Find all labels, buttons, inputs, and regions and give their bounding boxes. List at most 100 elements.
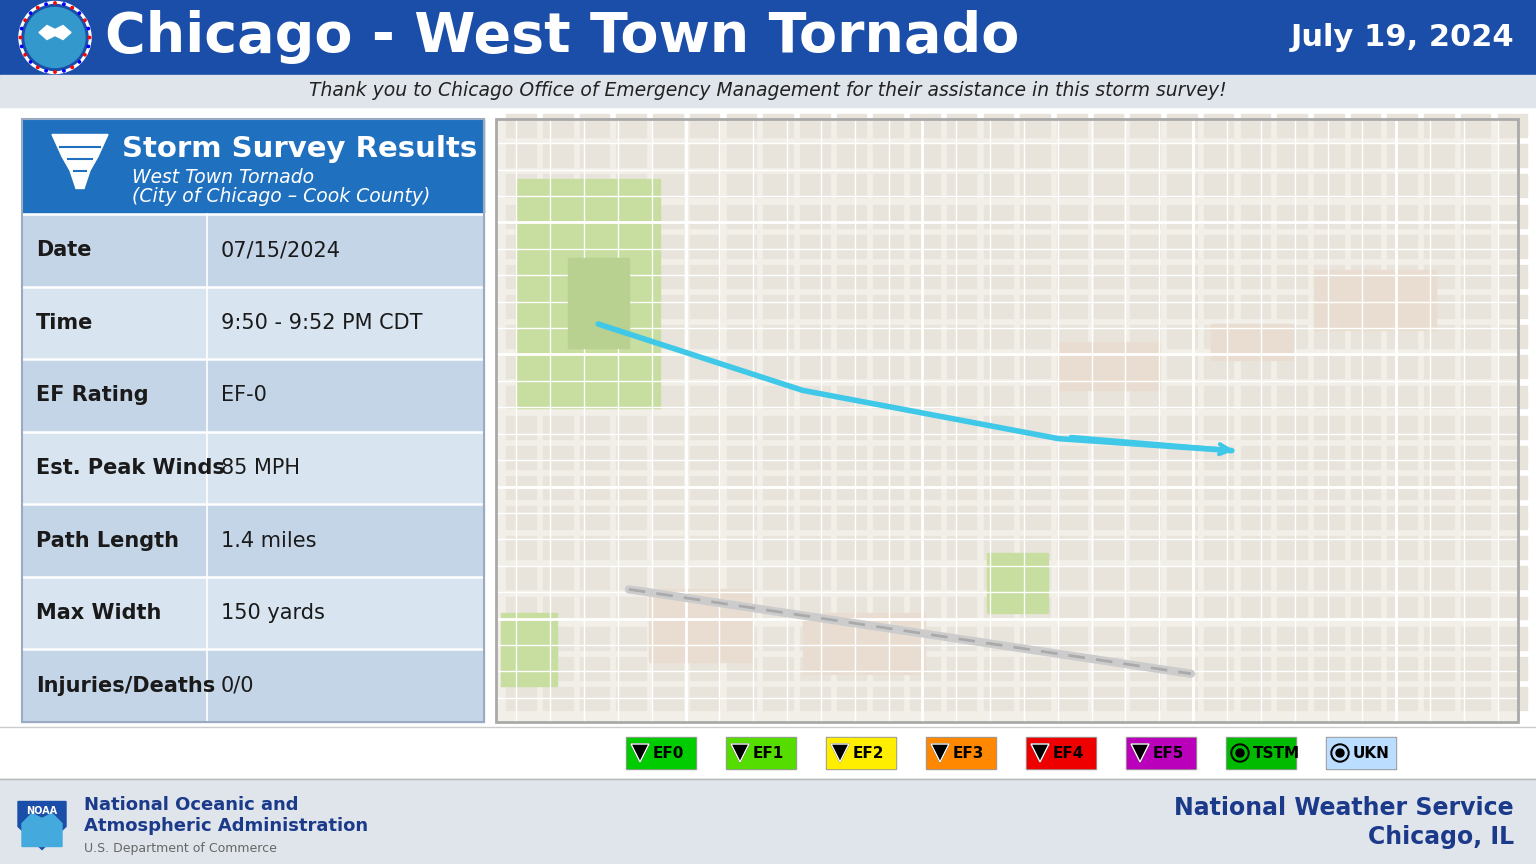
Text: EF5: EF5 [1154,746,1184,760]
Bar [1313,270,1436,330]
Text: Path Length: Path Length [35,530,180,550]
Bar [1350,476,1381,499]
Bar [1057,567,1086,589]
Bar [1350,567,1381,589]
Bar [1241,295,1270,318]
Bar [1278,567,1307,589]
Bar [837,355,866,378]
Bar [1204,325,1233,348]
Bar [1057,205,1086,227]
Bar [1424,476,1453,499]
Bar [1278,446,1307,469]
Bar [496,119,1518,722]
Bar [874,385,903,409]
Bar [983,265,1014,288]
Circle shape [63,3,65,5]
Polygon shape [831,744,849,762]
Bar [1094,114,1123,137]
Bar [1278,506,1307,529]
Text: 150 yards: 150 yards [221,603,324,623]
Bar [1350,626,1381,650]
Bar [507,537,536,559]
Bar [1057,657,1086,680]
Bar [1350,295,1381,318]
Bar [507,355,536,378]
Bar [616,265,647,288]
Text: 85 MPH: 85 MPH [221,458,300,478]
Bar [763,235,793,257]
Bar [616,476,647,499]
Bar [690,416,719,439]
Bar [1313,596,1344,619]
Bar [616,506,647,529]
Bar [690,385,719,409]
Bar [1057,325,1086,348]
Bar [1278,385,1307,409]
Bar [542,114,573,137]
Bar [627,738,694,768]
Bar [507,205,536,227]
Bar [1313,295,1344,318]
Bar [1387,295,1418,318]
Bar [1461,175,1490,197]
Bar [1020,144,1051,168]
Bar [616,567,647,589]
Bar [800,446,829,469]
Bar [946,657,977,680]
Bar [837,385,866,409]
Bar [946,385,977,409]
Bar [1020,506,1051,529]
Text: Injuries/Deaths: Injuries/Deaths [35,676,215,696]
Bar [1350,657,1381,680]
Bar [653,295,682,318]
Bar [0,779,1536,864]
Bar [1326,737,1396,769]
Bar [1094,506,1123,529]
Bar [1058,342,1160,391]
Bar [763,537,793,559]
Bar [837,687,866,710]
Bar [616,385,647,409]
Text: National Weather Service: National Weather Service [1175,796,1514,820]
Bar [874,416,903,439]
Bar [1204,687,1233,710]
Bar [983,506,1014,529]
Bar [911,687,940,710]
Bar [1204,295,1233,318]
Bar [727,265,756,288]
Bar [1167,355,1197,378]
Bar [1020,657,1051,680]
Bar [911,144,940,168]
Bar [579,687,610,710]
Bar [616,175,647,197]
Bar [727,737,796,769]
Circle shape [22,4,88,71]
Bar [1020,537,1051,559]
Bar [1424,626,1453,650]
Bar [983,385,1014,409]
Bar [1204,567,1233,589]
Bar [911,626,940,650]
Bar [1020,295,1051,318]
Bar [911,657,940,680]
Text: Chicago - West Town Tornado: Chicago - West Town Tornado [104,10,1020,65]
Bar [1278,596,1307,619]
Bar [653,235,682,257]
Bar [837,295,866,318]
Bar [1278,657,1307,680]
Bar [1313,446,1344,469]
Bar [946,205,977,227]
Circle shape [83,54,86,56]
Bar [1461,537,1490,559]
Bar [800,114,829,137]
Circle shape [83,19,86,22]
Bar [1424,295,1453,318]
Bar [0,727,1536,779]
Bar [1461,385,1490,409]
Bar [1020,416,1051,439]
Text: 1.4 miles: 1.4 miles [221,530,316,550]
Bar [1094,626,1123,650]
Bar [1461,657,1490,680]
Bar [837,537,866,559]
Bar [874,596,903,619]
